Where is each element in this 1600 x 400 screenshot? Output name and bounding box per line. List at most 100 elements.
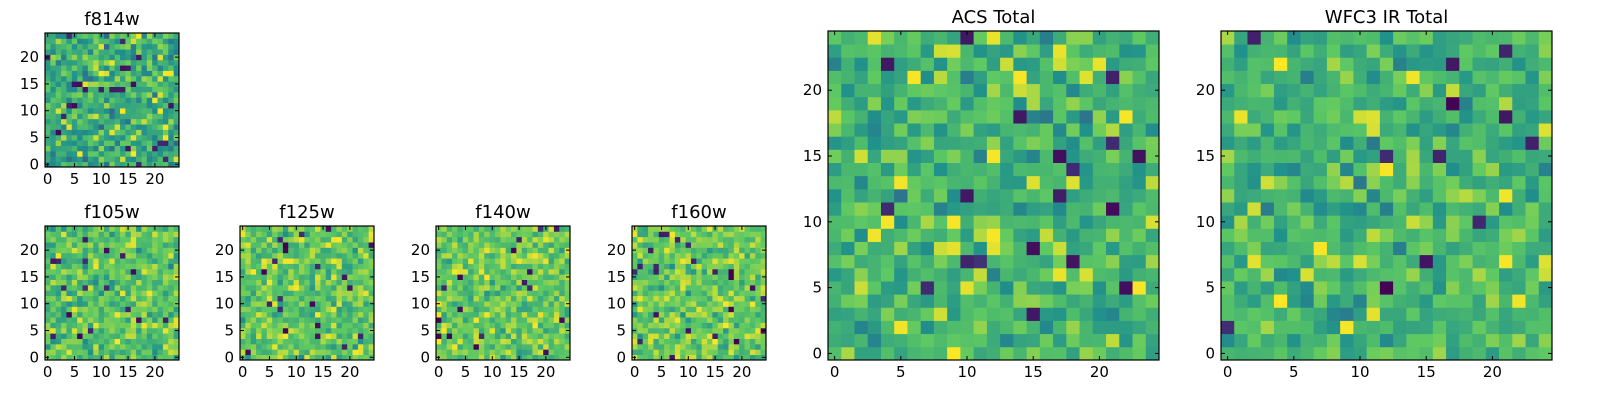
heatmap-cell — [240, 236, 246, 243]
heatmap-cell — [136, 231, 142, 238]
heatmap-cell — [50, 284, 57, 291]
heatmap-cell — [320, 263, 327, 270]
heatmap-cell — [436, 317, 442, 323]
heatmap-cell — [240, 295, 246, 302]
heatmap-cell — [250, 263, 257, 270]
heatmap-cell — [368, 231, 375, 238]
heatmap-cell — [1485, 346, 1500, 361]
heatmap-cell — [739, 268, 745, 275]
heatmap-cell — [685, 349, 692, 356]
heatmap-cell — [66, 161, 73, 168]
heatmap-cell — [1499, 307, 1513, 321]
heatmap-cell — [728, 311, 735, 318]
heatmap-cell — [352, 279, 359, 286]
heatmap-cell — [1092, 307, 1107, 321]
heatmap-cell — [336, 263, 343, 270]
heatmap-cell — [325, 306, 332, 313]
heatmap-cell — [71, 338, 78, 345]
heatmap-cell — [357, 258, 364, 264]
heatmap-cell — [505, 274, 512, 280]
heatmap-cell — [109, 301, 116, 307]
heatmap-cell — [828, 109, 842, 124]
heatmap-cell — [87, 113, 94, 120]
heatmap-cell — [288, 343, 294, 350]
heatmap-cell — [521, 354, 528, 361]
heatmap-cell — [1079, 346, 1094, 361]
heatmap-cell — [1145, 215, 1160, 229]
heatmap-cell — [61, 343, 67, 350]
heatmap-cell — [674, 295, 681, 302]
heatmap-cell — [907, 96, 922, 111]
heatmap-cell — [532, 279, 539, 286]
heatmap-cell — [157, 102, 164, 109]
heatmap-cell — [157, 322, 164, 329]
heatmap-cell — [527, 338, 533, 345]
heatmap-cell — [1406, 281, 1420, 295]
heatmap-cell — [173, 263, 180, 270]
heatmap-cell — [93, 124, 99, 130]
heatmap-cell — [854, 70, 869, 85]
heatmap-cell — [136, 140, 142, 146]
heatmap-cell — [1393, 215, 1407, 229]
heatmap-cell — [505, 258, 512, 264]
heatmap-cell — [1106, 162, 1120, 177]
heatmap-cell — [341, 301, 348, 307]
heatmap-cell — [114, 236, 121, 243]
heatmap-cell — [505, 333, 512, 339]
heatmap-cell — [61, 311, 67, 318]
heatmap-cell — [250, 349, 257, 356]
heatmap-cell — [653, 258, 660, 264]
heatmap-cell — [658, 252, 665, 259]
heatmap-cell — [277, 301, 284, 307]
heatmap-cell — [648, 247, 654, 254]
heatmap-cell — [441, 268, 448, 275]
heatmap-cell — [1393, 254, 1407, 269]
heatmap-cell — [146, 226, 153, 232]
heatmap-cell — [441, 317, 448, 323]
heatmap-cell — [484, 226, 490, 232]
heatmap-cell — [1234, 215, 1248, 229]
heatmap-cell — [87, 268, 94, 275]
heatmap-cell — [347, 343, 353, 350]
heatmap-cell — [1145, 333, 1160, 348]
heatmap-cell — [50, 242, 57, 248]
heatmap-cell — [55, 295, 62, 302]
heatmap-cell — [45, 311, 51, 318]
heatmap-cell — [712, 252, 719, 259]
heatmap-cell — [1459, 188, 1473, 203]
heatmap-cell — [553, 354, 560, 361]
heatmap-cell — [162, 140, 169, 146]
heatmap-cell — [559, 327, 566, 334]
heatmap-cell — [1393, 162, 1407, 177]
heatmap-cell — [553, 236, 560, 243]
heatmap-cell — [130, 140, 137, 146]
heatmap-cell — [93, 75, 99, 82]
heatmap-cell — [50, 134, 57, 141]
heatmap-cell — [1366, 44, 1381, 58]
heatmap-cell — [93, 54, 99, 61]
heatmap-cell — [543, 247, 549, 254]
heatmap-cell — [1379, 202, 1394, 216]
heatmap-cell — [141, 290, 148, 297]
heatmap-cell — [125, 279, 132, 286]
heatmap-cell — [1039, 149, 1054, 163]
heatmap-cell — [1066, 254, 1080, 269]
heatmap-cell — [266, 252, 273, 259]
heatmap-cell — [1406, 175, 1420, 190]
heatmap-cell — [352, 301, 359, 307]
heatmap-cell — [637, 258, 644, 264]
heatmap-cell — [114, 354, 121, 361]
heatmap-cell — [1446, 281, 1460, 295]
heatmap-cell — [136, 124, 142, 130]
heatmap-cell — [61, 91, 67, 98]
heatmap-cell — [77, 86, 83, 93]
heatmap-cell — [293, 349, 300, 356]
heatmap-cell — [103, 86, 110, 93]
heatmap-cell — [1066, 162, 1080, 177]
heatmap-cell — [256, 258, 262, 264]
heatmap-cell — [1260, 333, 1275, 348]
heatmap-cell — [468, 343, 474, 350]
heatmap-cell — [712, 268, 719, 275]
heatmap-cell — [494, 301, 501, 307]
heatmap-cell — [1406, 294, 1420, 308]
